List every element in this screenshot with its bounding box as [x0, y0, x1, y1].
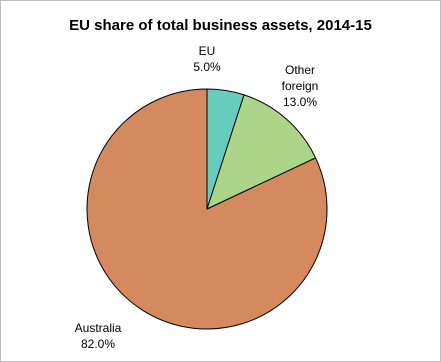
slice-name: Other — [284, 63, 315, 77]
slice-name: EU — [198, 44, 216, 58]
slice-label-australia: Australia 82.0% — [60, 320, 136, 352]
slice-label-eu: EU 5.0% — [189, 43, 225, 75]
slice-value: 5.0% — [193, 60, 221, 74]
pie-slice-australia — [86, 88, 328, 330]
slice-value: 82.0% — [80, 337, 116, 351]
chart-title: EU share of total business assets, 2014-… — [69, 17, 372, 34]
slice-value: 13.0% — [282, 95, 318, 109]
pie-slice-other-foreign — [206, 94, 317, 210]
slice-name: foreign — [281, 79, 319, 93]
slice-name: Australia — [74, 321, 122, 335]
slice-label-other-foreign: Other foreign 13.0% — [270, 62, 330, 110]
pie-slices — [86, 88, 328, 330]
